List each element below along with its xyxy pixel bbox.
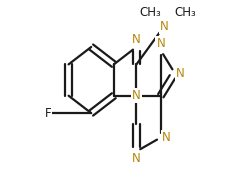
Text: CH₃: CH₃ [174, 6, 196, 19]
Text: N: N [132, 33, 141, 46]
Text: N: N [132, 89, 141, 102]
Text: N: N [156, 37, 165, 50]
Text: N: N [162, 131, 170, 144]
Text: N: N [132, 152, 141, 165]
Text: N: N [160, 20, 169, 33]
Text: CH₃: CH₃ [140, 6, 161, 19]
Text: F: F [44, 107, 51, 120]
Text: N: N [176, 67, 184, 80]
